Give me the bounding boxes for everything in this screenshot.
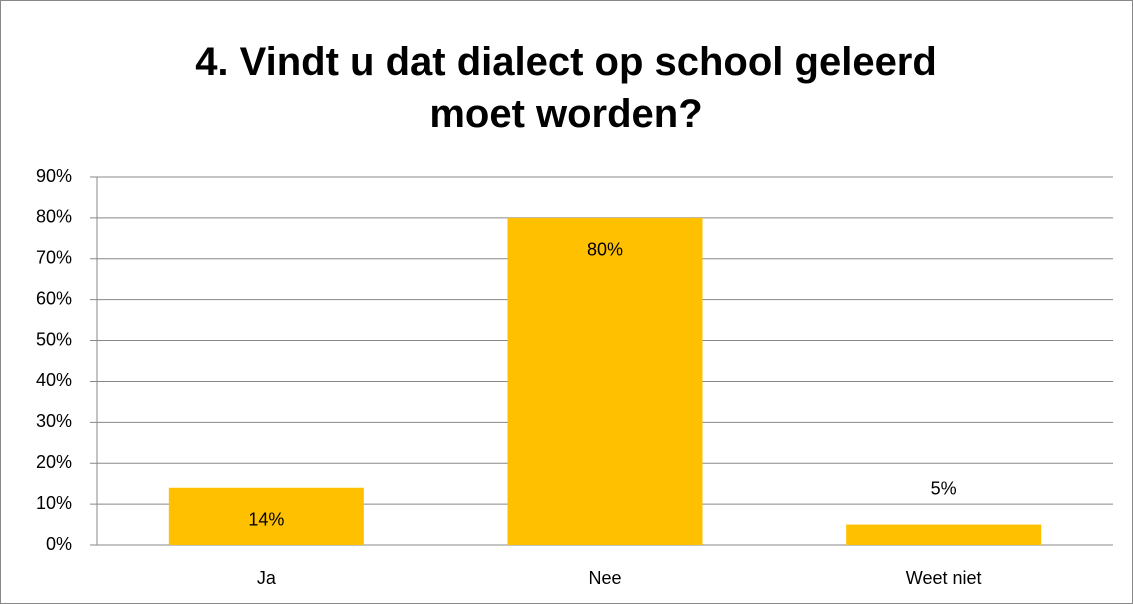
bar: [168, 487, 364, 545]
bar: [846, 524, 1042, 545]
y-tick-label: 70%: [36, 248, 72, 268]
data-label: 14%: [248, 510, 284, 530]
y-tick-label: 10%: [36, 493, 72, 513]
y-tick-label: 50%: [36, 329, 72, 349]
bar: [507, 217, 703, 545]
y-tick-label: 20%: [36, 452, 72, 472]
x-tick-label: Nee: [588, 568, 621, 588]
data-label: 80%: [587, 240, 623, 260]
y-tick-label: 30%: [36, 411, 72, 431]
x-tick-label: Weet niet: [906, 568, 982, 588]
y-tick-label: 60%: [36, 288, 72, 308]
y-tick-label: 90%: [36, 166, 72, 186]
x-tick-label: Ja: [257, 568, 277, 588]
y-tick-label: 0%: [46, 534, 72, 554]
data-label: 5%: [931, 478, 957, 498]
y-tick-label: 40%: [36, 370, 72, 390]
chart-title: 4. Vindt u dat dialect op school geleerd…: [195, 40, 937, 136]
y-tick-label: 80%: [36, 207, 72, 227]
